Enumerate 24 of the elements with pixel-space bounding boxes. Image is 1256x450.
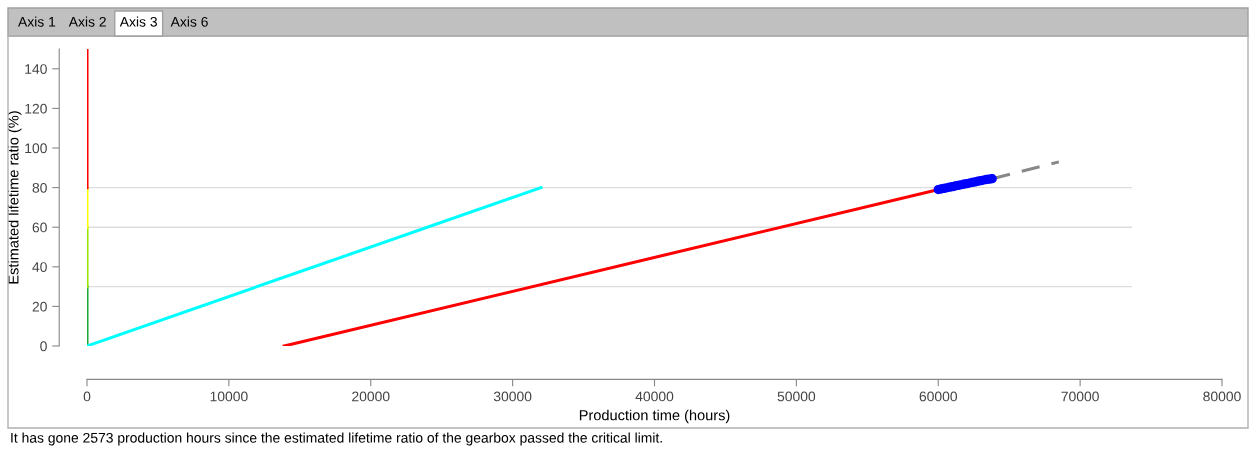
x-tick-label: 30000 — [493, 391, 532, 402]
x-tick-label: 10000 — [210, 391, 248, 402]
y-tick-label: 140 — [25, 64, 47, 74]
y-tick-label: 60 — [32, 222, 47, 233]
x-tick-label: 20000 — [352, 391, 390, 402]
y-tick-label: 40 — [32, 262, 47, 272]
y-tick-label: 20 — [32, 301, 47, 312]
x-tick-label: 50000 — [777, 391, 816, 402]
text: Axis 3 — [119, 16, 157, 27]
y-axis-title: Estimated lifetime ratio (%) — [7, 111, 22, 284]
text: Axis 2 — [68, 16, 106, 27]
y-tick-label: 100 — [25, 143, 47, 154]
y-tick-label: 120 — [25, 103, 47, 114]
x-tick-label: 60000 — [919, 391, 958, 402]
x-tick-label: 0 — [83, 391, 91, 402]
y-tick-label: 0 — [40, 341, 47, 352]
x-axis-title: Production time (hours) — [579, 409, 730, 424]
text: It has gone 2573 production hours since the estimated lifetime ratio of the gearbox passed the critical limit. — [11, 432, 662, 446]
x-tick-label: 40000 — [635, 391, 674, 402]
x-tick-label: 80000 — [1203, 391, 1241, 402]
x-tick-label: 70000 — [1061, 391, 1099, 402]
text: Axis 6 — [170, 16, 208, 27]
text: Axis 1 — [18, 16, 56, 27]
y-tick-label: 80 — [32, 182, 47, 193]
